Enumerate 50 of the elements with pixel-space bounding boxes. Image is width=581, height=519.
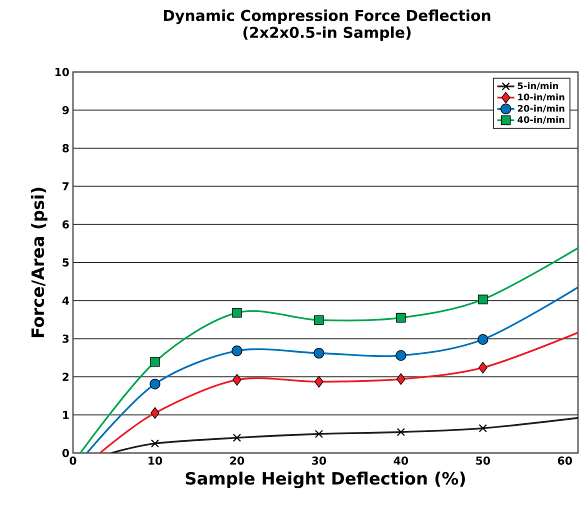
x-axis-title: Sample Height Deflection (%) [186,472,465,488]
y-tick-label: 9 [62,106,69,114]
point [478,424,488,432]
x-tick-label: 30 [312,456,326,465]
point [478,294,488,304]
point [314,376,324,388]
line-series [86,286,578,453]
legend-label: 40-in/min [518,116,564,124]
point [150,378,160,390]
x-tick-label: 20 [230,456,244,465]
line-series [110,417,578,453]
y-tick-label: 3 [62,334,69,343]
point [150,407,160,419]
point [396,350,406,361]
point [396,373,406,385]
point [150,439,160,448]
chart-title: Dynamic Compression Force Deflection [164,10,490,24]
x-tick-label: 60 [558,456,572,465]
legend-label: 5-in/min [518,82,558,90]
x-tick-label: 50 [476,456,490,465]
point [232,434,242,442]
chart-subtitle: (2x2x0.5-in Sample) [243,26,411,41]
point [232,346,242,356]
y-tick-label: 7 [62,182,69,190]
x-tick-label: 0 [70,456,76,465]
point [314,430,324,438]
point [150,357,160,367]
x-tick-label: 10 [148,456,162,465]
line-series [79,247,578,453]
point [232,308,242,318]
point [314,315,324,325]
y-tick-label: 2 [62,372,69,381]
legend-label: 10-in/min [518,93,564,102]
point [232,374,242,386]
point [478,362,488,374]
y-tick-label: 0 [62,448,69,458]
y-tick-label: 4 [62,296,69,305]
y-tick-label: 10 [55,68,69,76]
y-tick-label: 8 [62,144,69,152]
point [396,428,406,436]
point [396,312,406,323]
y-tick-label: 6 [62,220,69,229]
legend-label: 20-in/min [518,104,564,112]
line-series [99,332,578,453]
point [478,334,488,345]
x-tick-label: 40 [394,456,408,465]
y-tick-label: 1 [63,410,69,419]
point [314,348,324,359]
y-tick-label: 5 [62,258,69,267]
y-axis-title: Force/Area (psi) [30,188,48,338]
